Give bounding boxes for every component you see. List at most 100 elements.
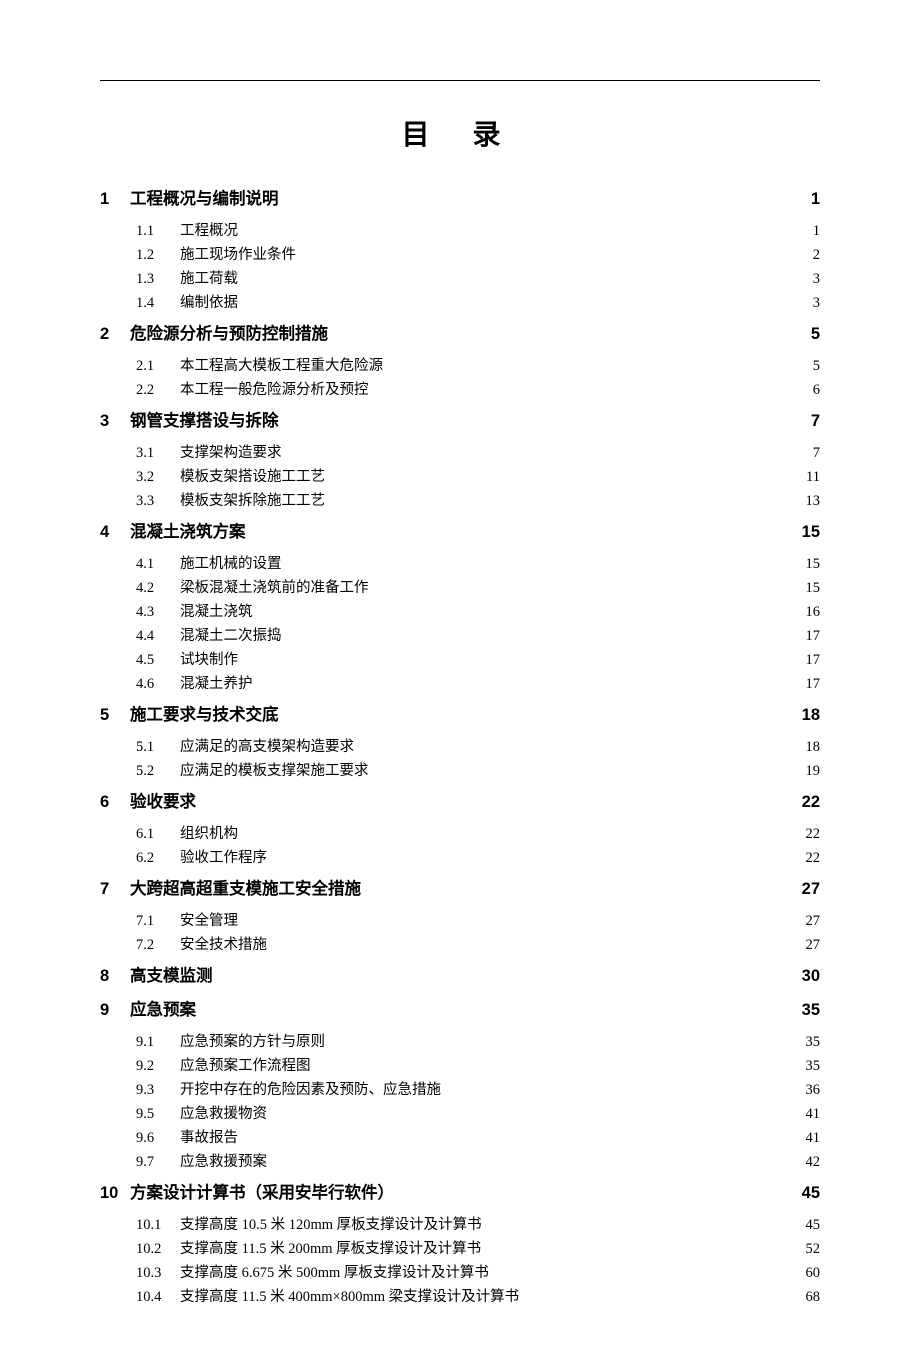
toc-page-number: 7	[813, 445, 820, 462]
toc-page-number: 35	[806, 1058, 821, 1075]
toc-subsection-number: 6.2	[136, 850, 176, 867]
header-rule	[100, 80, 820, 81]
toc-page-number: 17	[806, 628, 821, 645]
toc-subsection-number: 9.7	[136, 1154, 176, 1171]
toc-subsection-number: 7.1	[136, 913, 176, 930]
toc-section: 8高支模监测30	[100, 962, 820, 986]
toc-subsection-label: 安全技术措施	[180, 933, 267, 954]
toc-subsection-number: 7.2	[136, 937, 176, 954]
toc-section-number: 9	[100, 1001, 124, 1020]
toc-subsection-label: 本工程高大模板工程重大危险源	[180, 354, 383, 375]
toc-subsection-label: 事故报告	[180, 1126, 238, 1147]
toc-page-number: 11	[806, 469, 820, 486]
toc-subsection-number: 10.4	[136, 1289, 176, 1306]
toc-subsection-label: 施工现场作业条件	[180, 243, 296, 264]
toc-section-number: 6	[100, 793, 124, 812]
toc-entry-level1: 6验收要求22	[100, 788, 820, 812]
toc-page-number: 68	[806, 1289, 821, 1306]
toc-entry-level2: 3.2模板支架搭设施工工艺11	[100, 465, 820, 486]
toc-subsection-number: 10.3	[136, 1265, 176, 1282]
toc-subsection-number: 3.1	[136, 445, 176, 462]
toc-entry-level2: 2.1本工程高大模板工程重大危险源5	[100, 354, 820, 375]
toc-page-number: 2	[813, 247, 820, 264]
toc-subsection-label: 应满足的模板支撑架施工要求	[180, 759, 369, 780]
toc-section-label: 施工要求与技术交底	[130, 701, 279, 725]
toc-subsection-number: 1.3	[136, 271, 176, 288]
toc-subsection-label: 组织机构	[180, 822, 238, 843]
toc-page-number: 22	[806, 850, 821, 867]
toc-entry-level2: 5.1应满足的高支模架构造要求18	[100, 735, 820, 756]
toc-subsection-number: 1.4	[136, 295, 176, 312]
toc-subsection-label: 应急救援预案	[180, 1150, 267, 1171]
toc-subsection-number: 3.2	[136, 469, 176, 486]
toc-section: 2危险源分析与预防控制措施52.1本工程高大模板工程重大危险源52.2本工程一般…	[100, 320, 820, 399]
toc-page-number: 15	[806, 580, 821, 597]
toc-entry-level2: 4.2梁板混凝土浇筑前的准备工作15	[100, 576, 820, 597]
toc-subsection-label: 应急预案的方针与原则	[180, 1030, 325, 1051]
toc-page-number: 16	[806, 604, 821, 621]
doc-title: 目 录	[100, 113, 820, 153]
toc-subsection-label: 混凝土养护	[180, 672, 253, 693]
toc-section-label: 大跨超高超重支模施工安全措施	[130, 875, 361, 899]
toc-entry-level1: 9 应急预案35	[100, 996, 820, 1020]
toc-subsection-number: 2.1	[136, 358, 176, 375]
toc-page-number: 15	[806, 556, 821, 573]
toc-entry-level1: 3钢管支撑搭设与拆除7	[100, 407, 820, 431]
table-of-contents: 1工程概况与编制说明11.1工程概况11.2施工现场作业条件21.3施工荷载31…	[100, 185, 820, 1306]
toc-subsection-number: 5.2	[136, 763, 176, 780]
toc-entry-level2: 9.7应急救援预案42	[100, 1150, 820, 1171]
toc-entry-level2: 4.1施工机械的设置15	[100, 552, 820, 573]
toc-subsection-number: 9.1	[136, 1034, 176, 1051]
toc-section-number: 1	[100, 190, 124, 209]
toc-entry-level2: 10.4支撑高度 11.5 米 400mm×800mm 梁支撑设计及计算书68	[100, 1285, 820, 1306]
toc-subsection-label: 应急预案工作流程图	[180, 1054, 311, 1075]
toc-subsection-label: 支撑高度 11.5 米 200mm 厚板支撑设计及计算书	[180, 1237, 481, 1258]
toc-entry-level1: 8高支模监测30	[100, 962, 820, 986]
toc-section-label: 工程概况与编制说明	[130, 185, 279, 209]
toc-section: 5施工要求与技术交底185.1应满足的高支模架构造要求185.2应满足的模板支撑…	[100, 701, 820, 780]
toc-subsection-number: 9.3	[136, 1082, 176, 1099]
toc-subsection-number: 9.2	[136, 1058, 176, 1075]
toc-page-number: 6	[813, 382, 820, 399]
toc-subsection-number: 4.6	[136, 676, 176, 693]
toc-entry-level1: 2危险源分析与预防控制措施5	[100, 320, 820, 344]
toc-subsection-number: 9.5	[136, 1106, 176, 1123]
toc-subsection-label: 应满足的高支模架构造要求	[180, 735, 354, 756]
toc-page-number: 45	[806, 1217, 821, 1234]
toc-page-number: 22	[806, 826, 821, 843]
toc-subsection-label: 支撑架构造要求	[180, 441, 282, 462]
toc-page-number: 7	[811, 412, 820, 431]
toc-page-number: 36	[806, 1082, 821, 1099]
toc-entry-level2: 7.1安全管理27	[100, 909, 820, 930]
toc-entry-level2: 10.3支撑高度 6.675 米 500mm 厚板支撑设计及计算书 60	[100, 1261, 820, 1282]
toc-entry-level2: 6.2验收工作程序22	[100, 846, 820, 867]
toc-subsection-number: 6.1	[136, 826, 176, 843]
toc-entry-level2: 3.1支撑架构造要求 7	[100, 441, 820, 462]
toc-entry-level2: 4.6混凝土养护17	[100, 672, 820, 693]
toc-entry-level2: 7.2安全技术措施27	[100, 933, 820, 954]
toc-page-number: 1	[811, 190, 820, 209]
toc-subsection-label: 混凝土二次振捣	[180, 624, 282, 645]
toc-entry-level2: 5.2应满足的模板支撑架施工要求19	[100, 759, 820, 780]
toc-section-label: 方案设计计算书（采用安毕行软件）	[130, 1179, 394, 1203]
toc-page-number: 52	[806, 1241, 821, 1258]
toc-entry-level2: 9.6事故报告41	[100, 1126, 820, 1147]
toc-subsection-label: 工程概况	[180, 219, 238, 240]
toc-entry-level2: 1.4编制依据3	[100, 291, 820, 312]
toc-subsection-number: 1.1	[136, 223, 176, 240]
toc-entry-level2: 3.3模板支架拆除施工工艺13	[100, 489, 820, 510]
toc-section: 7大跨超高超重支模施工安全措施277.1安全管理277.2安全技术措施27	[100, 875, 820, 954]
toc-page-number: 22	[802, 793, 820, 812]
toc-page-number: 60	[806, 1265, 821, 1282]
toc-subsection-label: 施工荷载	[180, 267, 238, 288]
toc-entry-level2: 9.2应急预案工作流程图 35	[100, 1054, 820, 1075]
toc-section: 10方案设计计算书（采用安毕行软件）4510.1支撑高度 10.5 米 120m…	[100, 1179, 820, 1306]
toc-subsection-label: 梁板混凝土浇筑前的准备工作	[180, 576, 369, 597]
toc-page-number: 18	[802, 706, 820, 725]
toc-entry-level2: 4.5试块制作17	[100, 648, 820, 669]
toc-page-number: 15	[802, 523, 820, 542]
toc-subsection-label: 支撑高度 6.675 米 500mm 厚板支撑设计及计算书	[180, 1261, 489, 1282]
toc-section-number: 10	[100, 1184, 124, 1203]
toc-section-number: 8	[100, 967, 124, 986]
toc-section-label: 危险源分析与预防控制措施	[130, 320, 328, 344]
